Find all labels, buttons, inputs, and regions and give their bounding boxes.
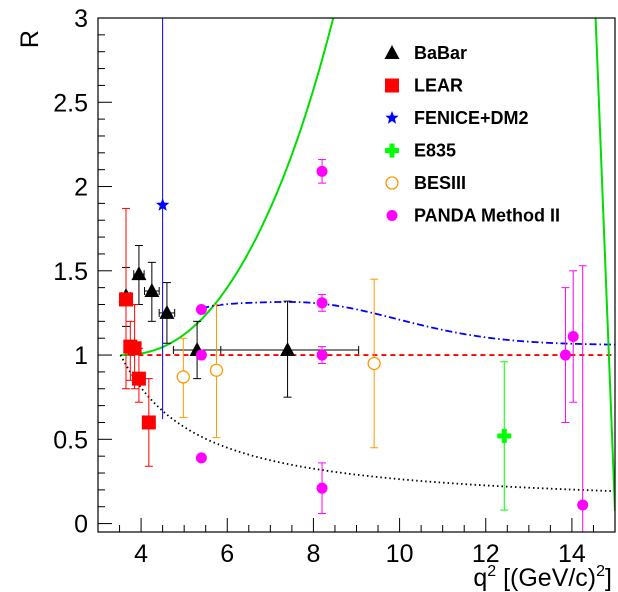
markers-layer [118, 165, 589, 511]
y-tick-label: 3 [74, 5, 88, 33]
x-axis-title-sup: 2 [487, 563, 496, 580]
axes-layer [97, 17, 616, 533]
curves-layer [119, 18, 615, 511]
marker-open-circle [176, 370, 190, 384]
marker-filled-circle [316, 165, 328, 177]
curve-solid [120, 18, 335, 357]
marker-cross-v [501, 428, 507, 443]
marker-filled-circle [386, 210, 398, 221]
y-tick-label: 0.5 [53, 426, 88, 454]
marker-open-circle [385, 176, 399, 190]
legend-label: PANDA Method II [414, 206, 560, 226]
x-axis-title-end: ] [605, 564, 612, 592]
marker-filled-circle [195, 304, 207, 316]
legend: BaBar LEAR FENICE+DM2 E835 BESIII PANDA Metho… [384, 43, 560, 226]
marker-triangle [144, 283, 160, 298]
y-axis-title: R [16, 30, 44, 48]
plot-frame [97, 17, 616, 533]
legend-label: E835 [414, 141, 456, 161]
curve-dash-dot [202, 301, 615, 346]
marker-square [119, 292, 134, 307]
marker-filled-circle [195, 452, 207, 464]
marker-filled-circle [577, 499, 589, 511]
ticks-layer: 4 6 8 10 12 14 0 0.5 1 1.5 2 2.5 3 [53, 5, 616, 568]
x-tick-label: 4 [134, 540, 148, 568]
marker-open-circle [367, 356, 381, 371]
legend-label: BESIII [414, 173, 466, 193]
error-bars-layer [121, 18, 587, 533]
marker-filled-circle [559, 349, 571, 361]
x-tick-label: 12 [472, 540, 500, 568]
marker-square [127, 341, 142, 356]
marker-triangle [384, 45, 400, 59]
marker-square [141, 415, 156, 430]
marker-open-circle [209, 363, 224, 377]
x-axis-title-sup2: 2 [596, 563, 605, 580]
y-tick-label: 2.5 [53, 89, 88, 117]
marker-triangle [131, 266, 147, 281]
x-tick-label: 8 [306, 540, 320, 568]
marker-filled-circle [316, 482, 328, 494]
x-axis-title-q: q [473, 564, 487, 592]
x-tick-label: 10 [386, 540, 414, 568]
marker-square [385, 78, 399, 93]
y-tick-label: 1 [74, 342, 88, 370]
marker-filled-circle [567, 331, 579, 343]
x-tick-label: 14 [558, 540, 586, 568]
legend-label: FENICE+DM2 [414, 108, 529, 128]
marker-filled-circle [195, 349, 207, 361]
marker-square [131, 371, 146, 386]
x-axis-title-units: [(GeV/c) [496, 564, 596, 592]
marker-filled-circle [316, 349, 328, 361]
y-tick-label: 0 [74, 511, 88, 539]
y-tick-label: 2 [74, 174, 88, 202]
marker-star [385, 111, 399, 124]
curve-dotted [119, 354, 615, 493]
curve-solid-branch [594, 18, 615, 511]
marker-star [156, 198, 170, 211]
x-axis-title: q2 [(GeV/c)2] [473, 563, 612, 592]
legend-label: BaBar [414, 43, 467, 63]
legend-label: LEAR [414, 76, 463, 96]
y-tick-label: 1.5 [53, 258, 88, 286]
x-tick-label: 6 [220, 540, 234, 568]
marker-filled-circle [316, 297, 328, 309]
marker-triangle [280, 341, 296, 356]
marker-cross-v [389, 143, 395, 158]
marker-triangle [159, 304, 175, 319]
